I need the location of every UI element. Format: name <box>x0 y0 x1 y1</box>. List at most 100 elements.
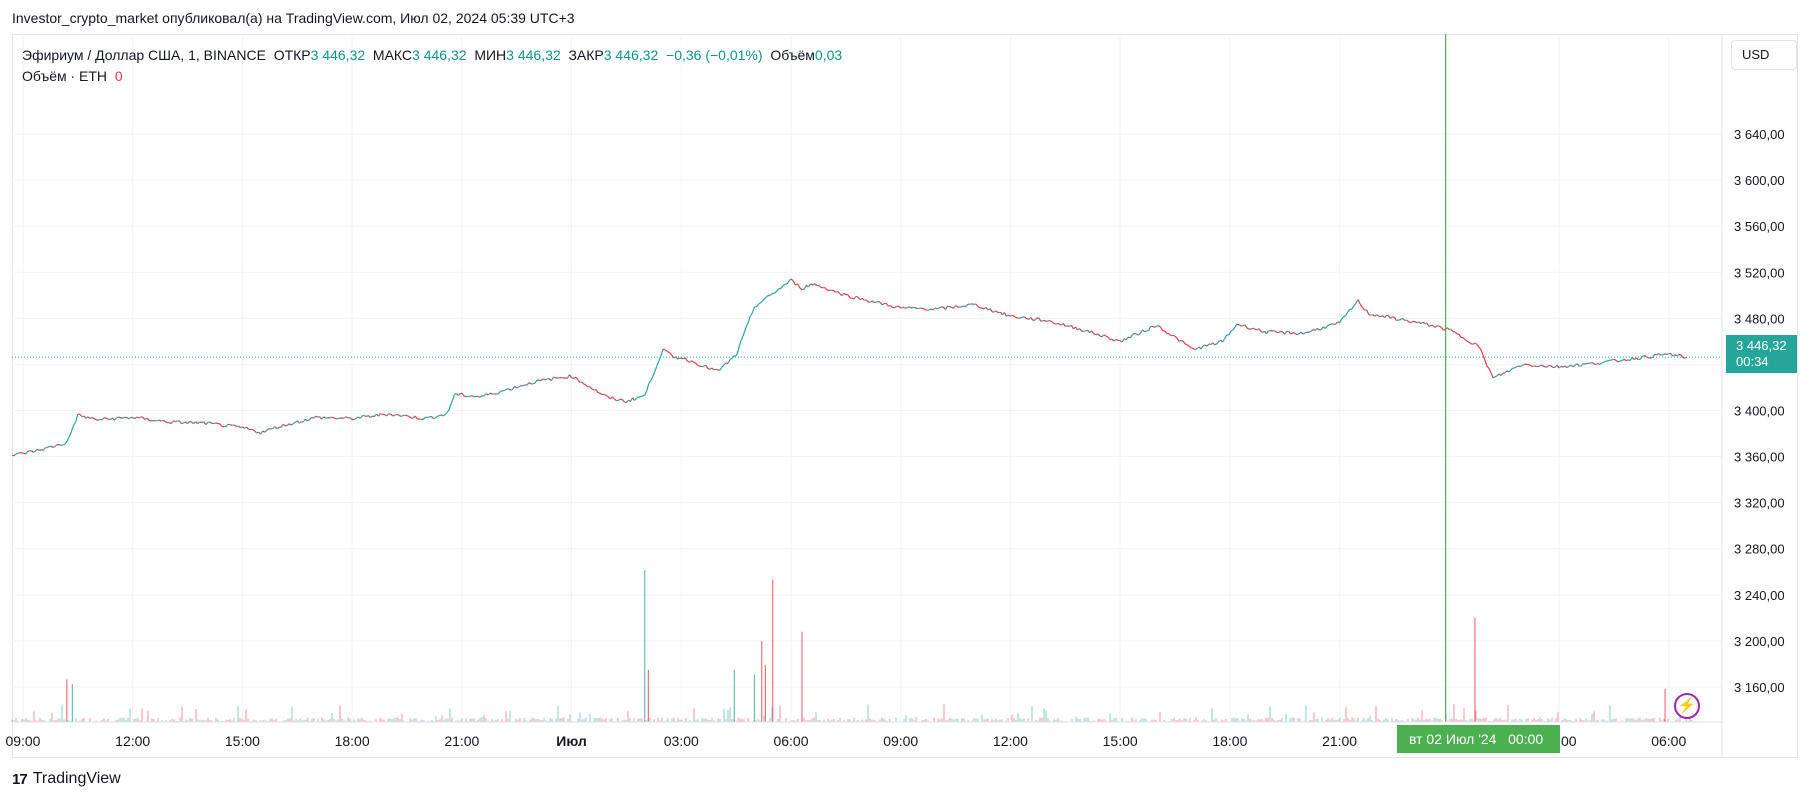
price-chart[interactable]: 3 160,00 3 200,00 3 240,00 3 280,00 3 320,00… <box>0 0 1814 770</box>
legend-low: 3 446,32 <box>506 47 561 63</box>
price-segment <box>514 385 518 389</box>
price-segment <box>380 413 383 416</box>
price-segment <box>1611 358 1615 361</box>
price-segment <box>1450 329 1454 333</box>
price-segment <box>1250 327 1254 330</box>
price-tick-label: 3 400,00 <box>1734 404 1785 419</box>
price-segment <box>254 430 258 434</box>
price-segment <box>524 384 528 386</box>
price-segment <box>1380 314 1383 318</box>
price-segment <box>697 364 700 367</box>
price-segment <box>1392 316 1395 319</box>
price-segment <box>79 413 83 418</box>
price-segment <box>542 378 546 381</box>
price-segment <box>1546 364 1550 368</box>
price-segment <box>924 308 928 311</box>
price-segment <box>876 300 879 303</box>
publisher-line: Investor_crypto_market опубликовал(а) на… <box>12 10 575 26</box>
price-segment <box>981 307 985 310</box>
price-segment <box>276 426 280 430</box>
price-segment <box>1400 317 1403 320</box>
price-segment <box>422 417 426 420</box>
price-segment <box>1458 333 1462 338</box>
price-segment <box>1345 311 1349 316</box>
price-segment <box>1115 338 1119 341</box>
price-segment <box>357 416 361 419</box>
price-segment <box>983 306 987 310</box>
price-segment <box>27 450 30 452</box>
price-segment <box>1329 323 1332 326</box>
price-segment <box>34 448 38 452</box>
price-segment <box>238 425 241 429</box>
legend-symbol[interactable]: Эфириум / Доллар США, 1, BINANCE <box>22 47 266 63</box>
price-segment <box>1294 332 1298 336</box>
price-segment <box>132 416 136 420</box>
price-segment <box>201 421 205 423</box>
price-segment <box>454 393 457 395</box>
price-segment <box>951 306 954 309</box>
lightning-icon[interactable]: ⚡ <box>1674 693 1700 719</box>
brand-name: TradingView <box>32 770 121 787</box>
price-segment <box>1152 325 1156 328</box>
price-segment <box>1176 337 1180 342</box>
price-segment <box>786 280 790 285</box>
price-segment <box>617 398 621 401</box>
price-segment <box>1623 358 1627 362</box>
price-segment <box>869 300 873 303</box>
price-segment <box>1508 369 1512 373</box>
price-segment <box>1570 364 1574 368</box>
price-segment <box>280 423 284 428</box>
price-segment <box>1617 360 1621 363</box>
price-segment <box>1410 320 1414 324</box>
price-segment <box>874 301 877 304</box>
price-segment <box>711 367 715 371</box>
price-segment <box>282 423 286 427</box>
price-segment <box>256 431 259 434</box>
volume-study-label[interactable]: Объём · ETH <box>22 68 108 84</box>
price-segment <box>1236 323 1240 326</box>
price-segment <box>479 395 483 398</box>
price-segment <box>345 416 349 419</box>
price-segment <box>173 420 176 423</box>
price-segment <box>944 306 948 310</box>
price-segment <box>148 419 152 422</box>
price-segment <box>1589 361 1592 364</box>
price-segment <box>311 416 314 419</box>
currency-button[interactable]: USD <box>1731 40 1797 70</box>
price-segment <box>1125 336 1129 341</box>
price-segment <box>575 376 579 380</box>
price-segment <box>955 305 958 308</box>
price-segment <box>315 415 318 418</box>
price-segment <box>731 355 735 359</box>
price-segment <box>128 417 131 420</box>
price-segment <box>550 377 554 382</box>
price-segment <box>930 308 934 311</box>
price-segment <box>1101 334 1105 338</box>
price-segment <box>64 441 68 445</box>
price-segment <box>1644 355 1647 358</box>
price-segment <box>1040 319 1044 322</box>
time-tick-label: 12:00 <box>115 733 150 749</box>
price-segment <box>274 426 278 430</box>
price-segment <box>205 421 209 426</box>
price-segment <box>1058 323 1062 326</box>
price-axis: 3 160,00 3 200,00 3 240,00 3 280,00 3 320,00… <box>1721 34 1785 758</box>
price-segment <box>70 425 75 433</box>
price-segment <box>1486 365 1490 369</box>
tradingview-logo: 17 TradingView <box>12 770 121 788</box>
price-segment <box>928 308 932 311</box>
price-segment <box>366 415 369 418</box>
time-tick-label: 21:00 <box>444 733 479 749</box>
price-segment <box>837 291 841 294</box>
price-segment <box>1244 324 1248 329</box>
price-segment <box>540 378 544 381</box>
price-segment <box>349 417 353 420</box>
price-tick-label: 3 320,00 <box>1734 496 1785 511</box>
price-segment <box>66 437 70 442</box>
price-segment <box>1357 299 1361 305</box>
price-segment <box>871 300 875 304</box>
crosshair-date-tag: вт 02 Июл '24 00:00 <box>1397 725 1560 753</box>
price-segment <box>1438 325 1442 328</box>
price-segment <box>849 297 853 299</box>
price-segment <box>264 429 268 433</box>
